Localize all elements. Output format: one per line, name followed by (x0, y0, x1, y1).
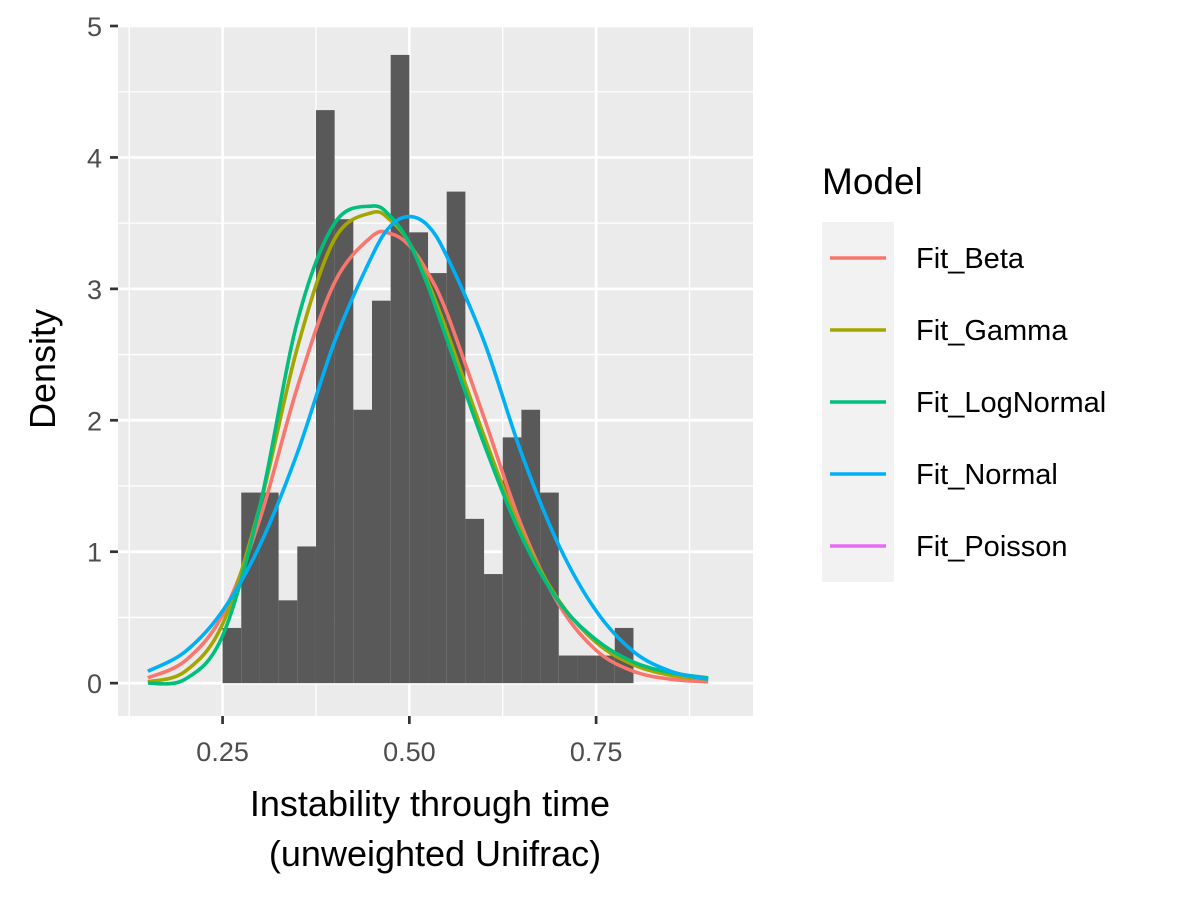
x-tick-label: 0.50 (383, 737, 436, 767)
histogram-bar (446, 191, 466, 684)
x-tick-label: 0.75 (570, 737, 623, 767)
x-axis: 0.25 0.50 0.75 (196, 716, 622, 767)
histogram-bar (577, 655, 597, 684)
legend-items: Fit_Beta Fit_Gamma Fit_LogNormal Fit_Normal… (830, 243, 1106, 563)
y-axis-title: Density (22, 309, 63, 429)
y-tick-label: 2 (87, 406, 102, 436)
histogram-bar (259, 492, 279, 684)
legend-label: Fit_Poisson (916, 531, 1068, 563)
histogram-bar (315, 110, 335, 684)
x-axis-title-line-2: (unweighted Unifrac) (269, 833, 601, 874)
histogram-bar (465, 518, 485, 684)
x-axis-title-line-1: Instability through time (250, 783, 610, 824)
histogram-bar (353, 409, 372, 684)
legend-title: Model (822, 161, 923, 202)
histogram-bar (390, 54, 410, 684)
histogram-bar (428, 273, 447, 684)
histogram-bar (241, 492, 260, 684)
y-tick-label: 4 (87, 143, 102, 173)
curve-fit-normal (147, 214, 709, 681)
histogram-bar (334, 219, 354, 684)
y-tick-label: 5 (87, 12, 102, 42)
legend-label: Fit_Gamma (916, 315, 1068, 347)
x-tick-label: 0.25 (196, 737, 249, 767)
y-tick-label: 0 (87, 669, 102, 699)
curve-fit-lognormal (147, 204, 709, 686)
histogram-bar (484, 574, 503, 684)
histogram-bar (502, 437, 522, 684)
legend-label: Fit_Beta (916, 243, 1025, 275)
y-tick-label: 3 (87, 275, 102, 305)
histogram-bar (372, 300, 391, 684)
histogram-bars (222, 54, 634, 684)
histogram-bar (558, 655, 578, 684)
histogram-bar (297, 546, 316, 684)
y-axis: 0 1 2 3 4 5 (87, 12, 118, 699)
legend: Model Fit_BetaFit_GammaFit_LogNormalFit_… (822, 161, 1106, 582)
legend-label: Fit_Normal (916, 459, 1058, 491)
histogram-bar (222, 627, 242, 684)
legend-label: Fit_LogNormal (916, 387, 1106, 419)
histogram-bar (409, 232, 429, 684)
histogram-bar (278, 600, 298, 684)
y-tick-label: 1 (87, 538, 102, 568)
fit-curves (147, 204, 709, 686)
